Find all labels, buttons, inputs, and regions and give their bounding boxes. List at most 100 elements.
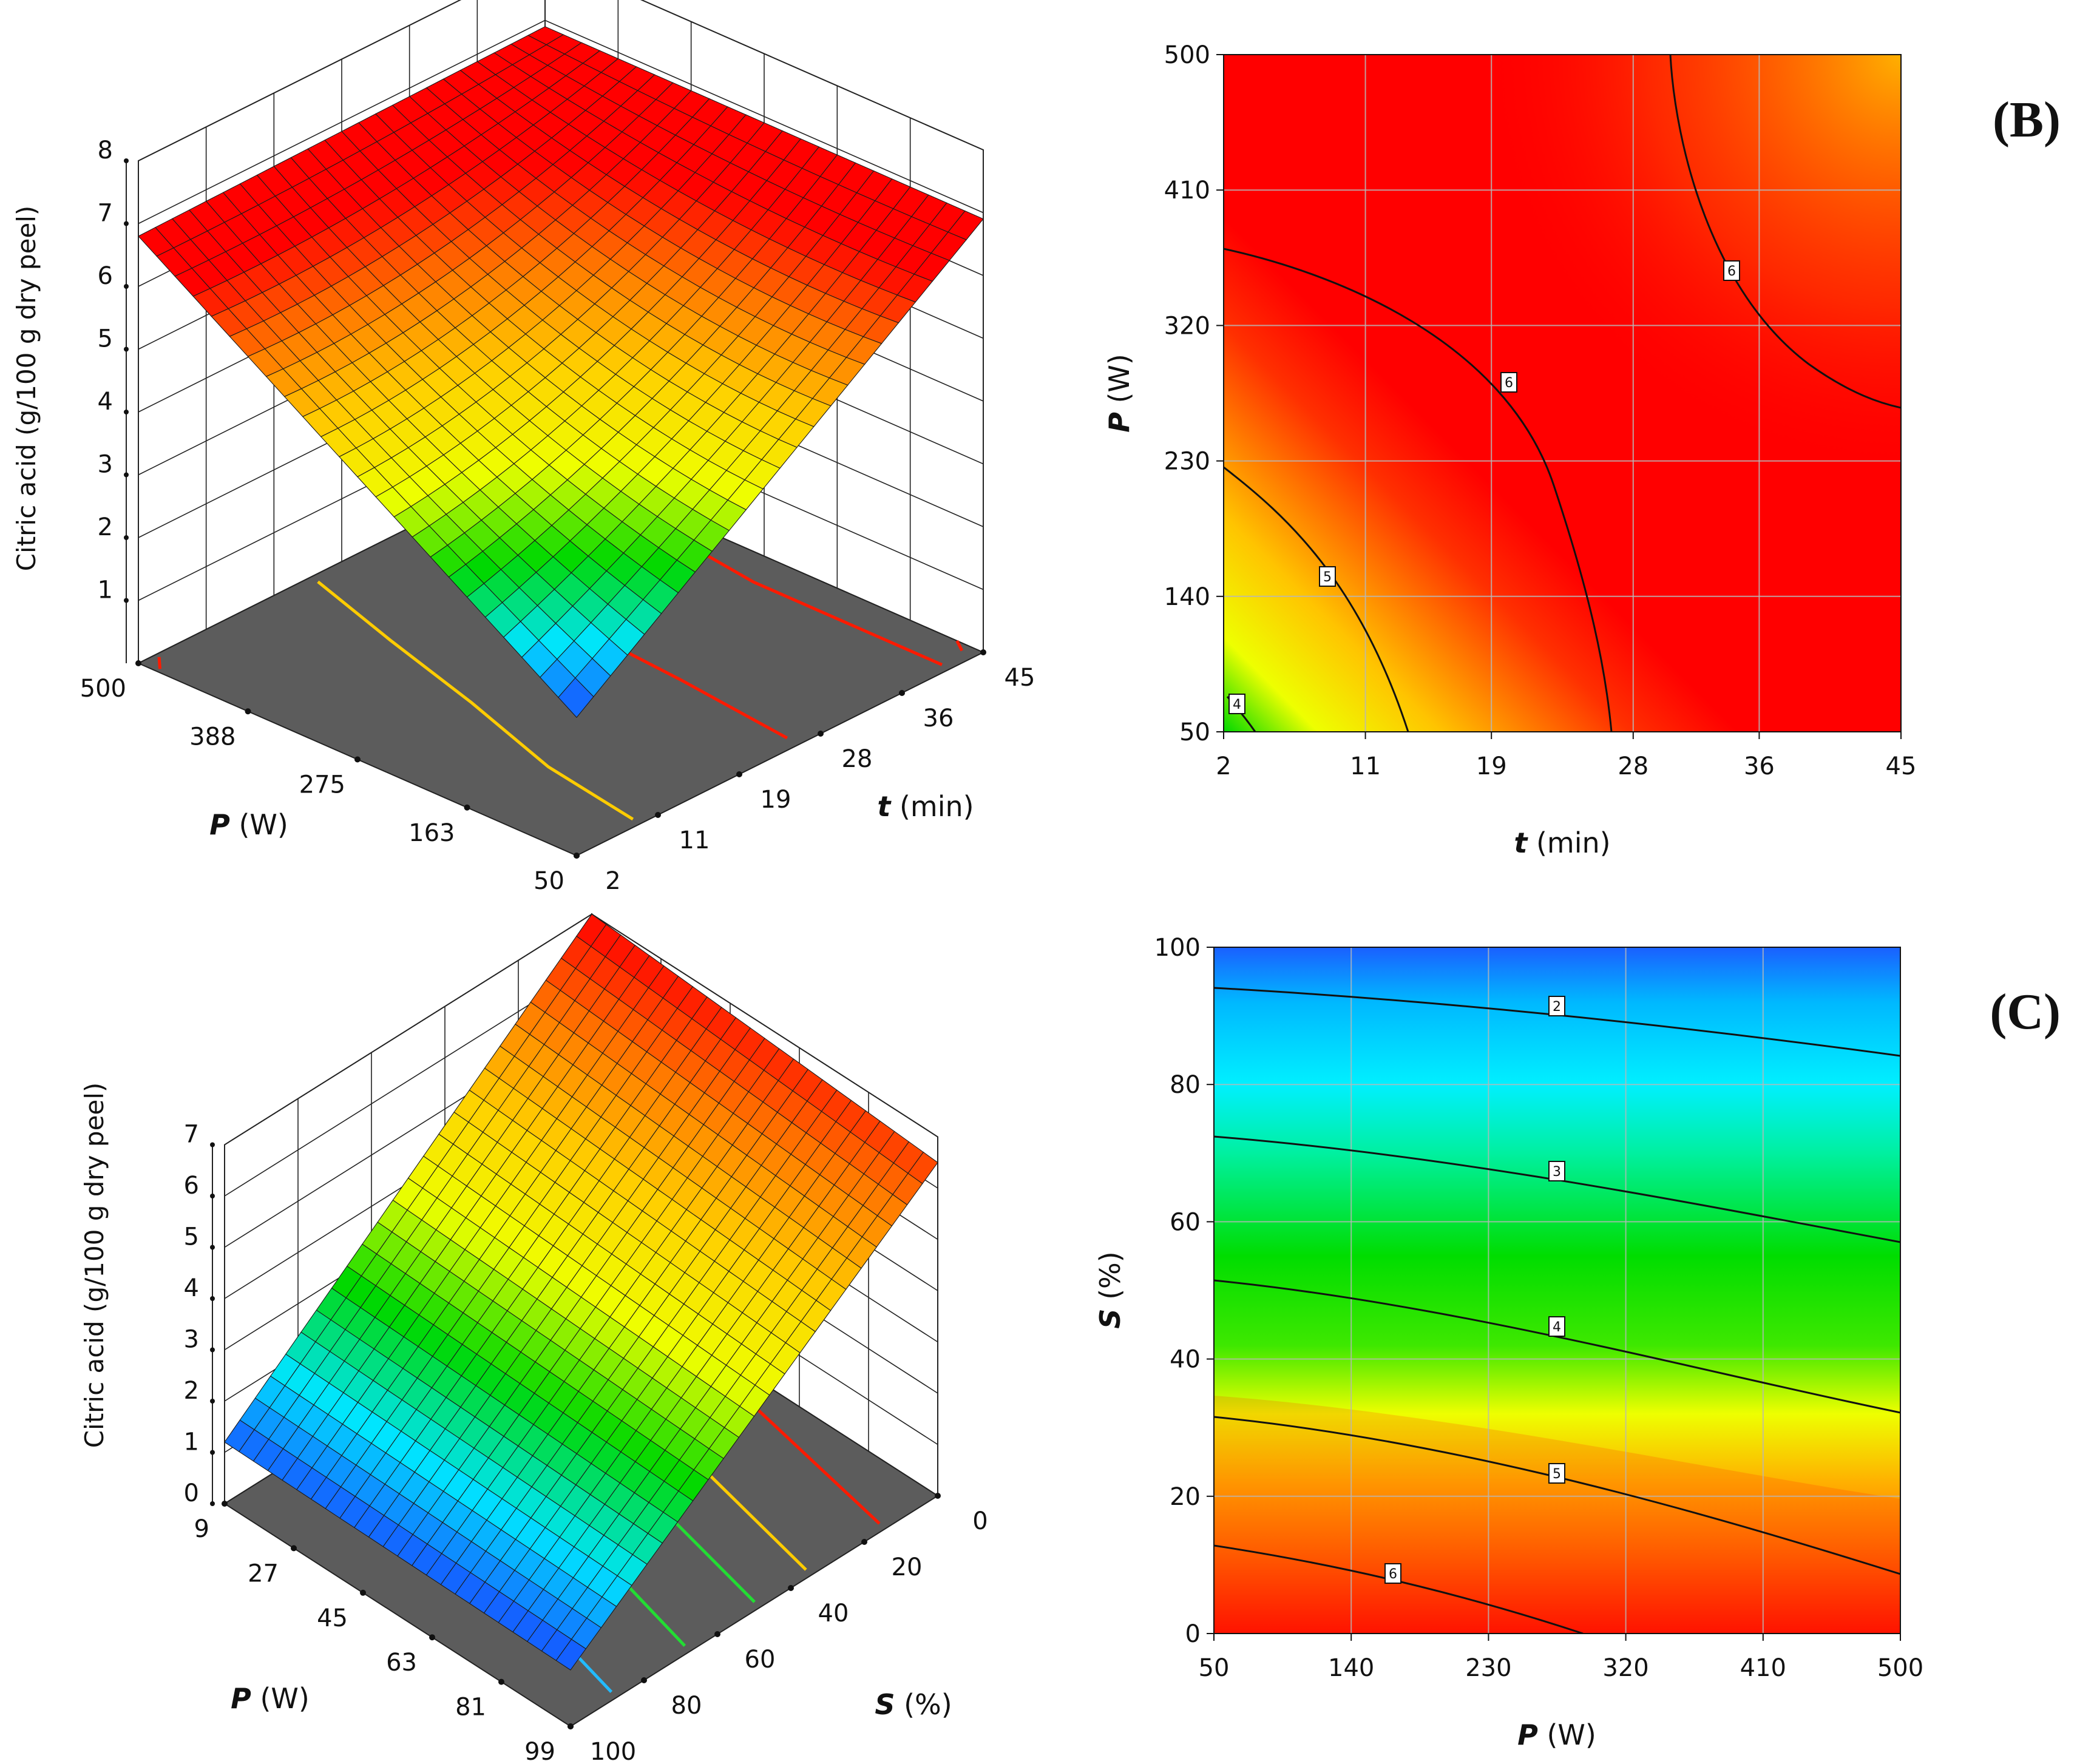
y-tick-label: 50: [1179, 718, 1210, 746]
y-tick-label: 275: [299, 771, 345, 799]
panel-b-x-var: t: [1514, 826, 1528, 859]
y-tick-label: 140: [1164, 583, 1210, 611]
y-tick-mark: [245, 708, 251, 715]
z-tick-label: 7: [184, 1121, 199, 1149]
z-tick-mark: [210, 1450, 215, 1455]
panel-b-contour-label-6a: 6: [1500, 372, 1517, 393]
panel-b-frame: [1223, 54, 1902, 732]
panel-b-y-axis-label: P (W): [1103, 354, 1136, 433]
z-tick-label: 6: [184, 1172, 199, 1200]
svg-text:5: 5: [1323, 570, 1332, 585]
z-tick-label: 2: [184, 1377, 199, 1405]
x-tick-label: 36: [923, 705, 954, 732]
z-tick-label: 2: [98, 513, 113, 541]
floor-contour-1: [317, 580, 634, 821]
y-tick-label: 80: [1170, 1071, 1201, 1099]
y-tick-mark: [135, 660, 141, 666]
y-tick-label: 60: [1170, 1208, 1201, 1236]
z-tick-label: 3: [98, 451, 113, 479]
x-tick-label: 140: [1328, 1654, 1374, 1682]
z-tick-label: 8: [98, 137, 113, 164]
panel-b-contour-label-4: 4: [1228, 694, 1245, 714]
panel-b-y-unit: (W): [1103, 354, 1136, 403]
z-tick-mark: [210, 1245, 215, 1250]
panel-c-contour-label-4: 4: [1548, 1316, 1565, 1337]
z-tick-label: 1: [184, 1428, 199, 1456]
floor-contour-4: [157, 657, 162, 669]
panel-c-surface-x-unit: (%): [904, 1688, 952, 1721]
z-tick-mark: [124, 410, 129, 414]
panel-c-surface-y-unit: (W): [260, 1682, 309, 1715]
panel-c-color-field: [1214, 947, 1900, 1634]
y-tick-label: 20: [1170, 1483, 1201, 1511]
y-tick-label: 163: [408, 819, 455, 847]
panel-c-contour-label-2: 2: [1548, 996, 1565, 1016]
z-tick-mark: [124, 158, 129, 163]
panel-b-x-axis-label: t (min): [1514, 826, 1610, 859]
panel-c-contour-4: [1214, 1279, 1900, 1414]
panel-a-y-unit: (W): [239, 808, 288, 841]
surface-cell: [558, 677, 594, 718]
x-tick-mark: [980, 649, 986, 655]
z-tick-label: 4: [184, 1274, 199, 1302]
x-tick-label: 2: [1216, 752, 1231, 780]
x-tick-label: 50: [1199, 1654, 1230, 1682]
panel-c-contour-plot: 2 3 4 5 6 50 140 230 320 410 500020406080100 …: [1094, 934, 2061, 1751]
y-tick-mark: [568, 1723, 574, 1729]
panel-a-x-var: t: [877, 790, 892, 823]
y-tick-label: 410: [1164, 177, 1210, 204]
panel-c-surface-x-var: S: [875, 1688, 895, 1721]
y-tick-mark: [222, 1501, 228, 1507]
panel-c-tick-labels: 50 140 230 320 410 500 0 20 40 60 80 100: [1154, 934, 1924, 1682]
x-tick-mark: [655, 812, 661, 818]
x-tick-label: 410: [1740, 1654, 1786, 1682]
x-tick-label: 19: [761, 786, 791, 814]
panel-c-contour-6: [1214, 1544, 1584, 1634]
panel-c-x-var: P: [1517, 1718, 1538, 1751]
x-tick-label: 2: [605, 867, 620, 895]
panel-c-contour-3: [1214, 1135, 1900, 1243]
z-tick-label: 5: [184, 1223, 199, 1251]
y-tick-label: 99: [524, 1738, 555, 1764]
panel-c-gridlines: [1214, 947, 1900, 1634]
x-tick-label: 40: [818, 1600, 849, 1627]
panel-a-z-axis-label: Citric acid (g/100 g dry peel): [12, 206, 41, 572]
x-tick-label: 36: [1744, 752, 1775, 780]
z-tick-mark: [210, 1194, 215, 1198]
panel-c-contour-2: [1214, 987, 1900, 1057]
panel-c-contour-label-3: 3: [1548, 1161, 1565, 1181]
y-tick-label: 27: [248, 1560, 279, 1587]
x-tick-mark: [736, 771, 742, 777]
panel-a-y-axis-label: P (W): [209, 808, 288, 841]
y-tick-label: 230: [1164, 448, 1210, 476]
svg-text:6: 6: [1389, 1567, 1397, 1582]
y-tick-label: 63: [386, 1649, 417, 1677]
panel-b-color-field-corner: [1224, 55, 1901, 732]
panel-c-contour-label-6: 6: [1384, 1563, 1401, 1584]
z-tick-label: 4: [98, 388, 113, 416]
z-tick-label: 5: [98, 325, 113, 353]
panel-c-z-axis-label: Citric acid (g/100 g dry peel): [80, 1083, 109, 1448]
panel-b-contour-label-6b: 6: [1723, 260, 1740, 281]
y-tick-mark: [574, 853, 580, 859]
z-tick-mark: [124, 284, 129, 289]
y-tick-mark: [464, 804, 470, 811]
panel-c-x-unit: (W): [1547, 1718, 1596, 1751]
z-tick-label: 3: [184, 1326, 199, 1354]
surface-cell: [555, 1638, 586, 1671]
z-tick-mark: [124, 598, 129, 603]
panel-c-label: (C): [1990, 984, 2061, 1040]
y-tick-mark: [498, 1678, 504, 1685]
x-tick-label: 11: [679, 826, 710, 854]
panel-c-frame: [1213, 947, 1901, 1634]
panel-b-gridlines: [1224, 55, 1901, 732]
x-tick-label: 80: [671, 1692, 702, 1720]
x-tick-label: 100: [590, 1738, 636, 1764]
y-tick-mark: [291, 1545, 297, 1552]
panel-c-surface-y-var: P: [231, 1682, 251, 1715]
x-tick-label: 0: [972, 1507, 988, 1535]
